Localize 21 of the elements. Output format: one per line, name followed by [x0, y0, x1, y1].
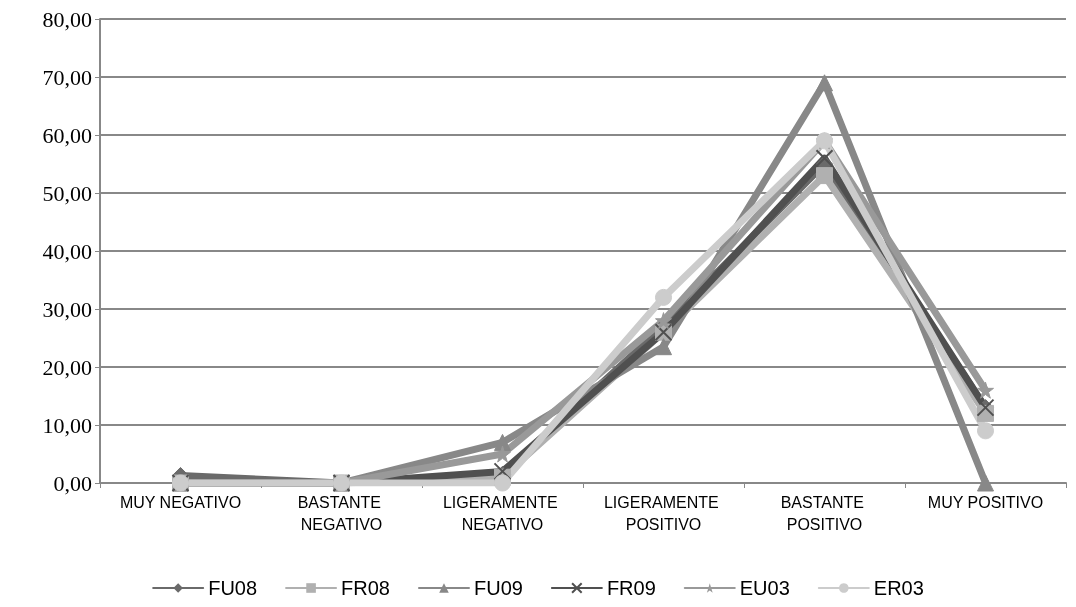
- y-tick-label: 0,00: [53, 470, 92, 496]
- x-tick-label: MUY NEGATIVO: [119, 493, 242, 511]
- y-tick-label: 70,00: [42, 64, 92, 90]
- legend-label: FU08: [208, 577, 258, 599]
- x-tick-label: MUY POSITIVO: [927, 493, 1044, 511]
- y-tick-label: 50,00: [42, 180, 92, 206]
- legend-label: FR08: [341, 577, 390, 599]
- x-tick-label: BASTANTE POSITIVO: [780, 493, 869, 533]
- legend-label: EU03: [739, 577, 790, 599]
- x-tick-label: LIGERAMENTE NEGATIVO: [442, 493, 563, 533]
- y-tick-label: 80,00: [42, 6, 92, 32]
- x-tick-label: LIGERAMENTE POSITIVO: [603, 493, 724, 533]
- legend-label: FR09: [606, 577, 656, 599]
- y-tick-label: 60,00: [42, 122, 92, 148]
- x-tick-label: BASTANTE NEGATIVO: [297, 493, 386, 533]
- legend-label: FU09: [473, 577, 523, 599]
- y-tick-label: 20,00: [42, 354, 92, 380]
- y-tick-label: 30,00: [42, 296, 92, 322]
- legend-label: ER03: [873, 577, 924, 599]
- y-tick-label: 40,00: [42, 238, 92, 264]
- y-tick-label: 10,00: [42, 412, 92, 438]
